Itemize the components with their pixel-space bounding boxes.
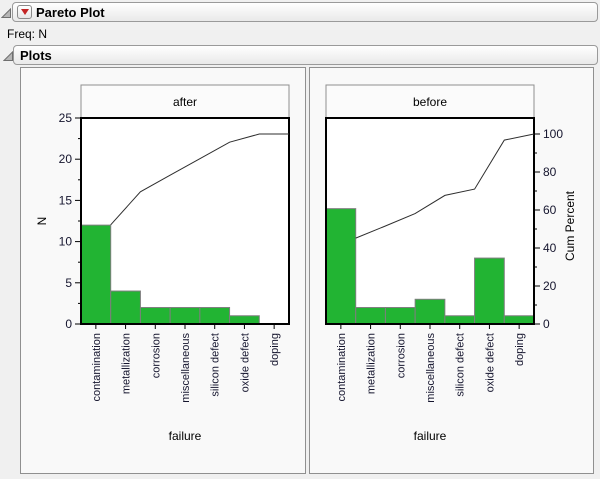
x-tick-label-silicon-defect: silicon defect [455,333,467,397]
bar-corrosion[interactable] [384,307,416,325]
disclosure-triangle-pareto-plot[interactable] [0,6,12,18]
x-tick-label-doping: doping [514,333,526,366]
disclosure-triangle-plots[interactable] [2,49,14,61]
pct-axis-tick-label: 0 [543,317,550,331]
bar-oxide defect[interactable] [474,257,505,325]
x-tick-label-silicon-defect: silicon defect [210,333,222,397]
n-axis-tick-label: 10 [59,235,73,249]
cumulative-percent-curve [355,133,535,239]
chart-panel-before: before 0 20 40 60 80 100 Cum Percent contaminati… [309,67,594,474]
n-axis-tick-label: 5 [65,276,72,290]
page-title: Pareto Plot [36,4,105,20]
pct-axis-tick-label: 80 [543,165,557,179]
x-axis-title: failure [414,429,447,443]
x-tick-label-metallization: metallization [121,333,133,394]
pct-axis-tick-label: 20 [543,279,557,293]
red-triangle-menu-button[interactable] [17,5,32,19]
x-tick-label-metallization: metallization [366,333,378,394]
x-tick-label-oxide-defect: oxide defect [484,333,496,392]
bar-metallization[interactable] [110,290,141,325]
n-axis-tick-label: 20 [59,152,73,166]
x-tick-label-contamination: contamination [336,333,348,402]
panel-title-label: before [413,95,447,109]
bar-metallization[interactable] [355,307,386,325]
pct-axis-tick-label: 60 [543,203,557,217]
x-tick-label-doping: doping [269,333,281,366]
bar-oxide defect[interactable] [229,315,260,325]
freq-label: Freq: N [7,27,48,41]
pareto-chart-before: before 0 20 40 60 80 100 Cum Percent contaminati… [325,84,577,443]
pct-axis-title: Cum Percent [563,190,577,261]
x-tick-label-corrosion: corrosion [395,333,407,378]
red-triangle-icon [20,9,29,15]
bar-silicon defect[interactable] [444,315,476,325]
bar-silicon defect[interactable] [199,307,231,325]
n-axis-tick-label: 0 [65,317,72,331]
open-disclosure-icon [2,50,13,61]
panel-title-box [80,84,290,119]
n-axis-tick-label: 15 [59,193,73,207]
x-tick-label-miscellaneous: miscellaneous [425,333,437,403]
plots-section-title: Plots [20,47,52,63]
pct-axis-tick-label: 100 [543,127,563,141]
cumulative-percent-curve [110,133,289,226]
x-axis-title: failure [169,429,202,443]
panel-title-box [325,84,535,119]
bar-miscellaneous[interactable] [169,307,201,325]
plot-background [81,118,289,324]
open-disclosure-icon [0,7,11,18]
x-tick-label-oxide-defect: oxide defect [239,333,251,392]
bar-contamination[interactable] [80,224,112,325]
n-axis-title: N [35,217,49,226]
bar-corrosion[interactable] [139,307,171,325]
panel-title-label: after [173,95,197,109]
x-tick-label-miscellaneous: miscellaneous [180,333,192,403]
bar-doping[interactable] [503,315,535,325]
x-tick-label-corrosion: corrosion [150,333,162,378]
x-tick-label-contamination: contamination [91,333,103,402]
n-axis-tick-label: 25 [59,111,73,125]
pareto-plot-outline-header: Pareto Plot [12,2,598,22]
pct-axis-tick-label: 40 [543,241,557,255]
bar-miscellaneous[interactable] [414,298,446,325]
plots-outline-header: Plots [13,45,598,65]
bar-contamination[interactable] [325,208,357,325]
